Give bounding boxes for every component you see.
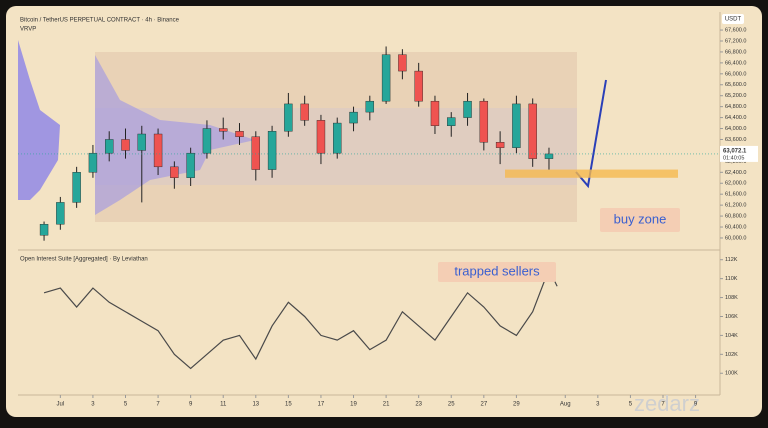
- oi-title: Open Interest Suite [Aggregated] · By Le…: [20, 257, 148, 263]
- candle-body: [544, 153, 554, 159]
- candle-body: [414, 70, 423, 102]
- x-tick-label: 23: [415, 402, 422, 408]
- volume-profile-left: [18, 40, 60, 200]
- y-tick-label: 60,400.0: [725, 224, 746, 230]
- y-tick-label: 102K: [725, 352, 738, 358]
- candle-body: [105, 139, 114, 154]
- currency-badge: [722, 14, 744, 24]
- x-tick-label: Aug: [560, 402, 571, 408]
- indicator-label: VRVP: [20, 27, 36, 33]
- buy-zone-box: [600, 208, 680, 232]
- candle-body: [121, 139, 130, 151]
- y-tick-label: 62,400.0: [725, 170, 746, 176]
- candle-body: [170, 166, 179, 178]
- candle-body: [365, 100, 375, 113]
- y-tick-label: 104K: [725, 333, 738, 339]
- candle-body: [463, 100, 472, 118]
- countdown: 01:40:05: [723, 155, 744, 161]
- x-tick-label: 19: [350, 402, 357, 408]
- x-tick-label: 17: [318, 402, 325, 408]
- x-tick-label: 5: [629, 402, 633, 408]
- y-tick-label: 64,400.0: [725, 115, 746, 121]
- candle-body: [137, 133, 146, 151]
- y-tick-label: 100K: [725, 371, 738, 377]
- candle-body: [528, 103, 537, 159]
- x-tick-label: 9: [694, 402, 698, 408]
- annotation: trapped sellers: [454, 263, 540, 278]
- y-tick-label: 61,200.0: [725, 203, 746, 209]
- candle-body: [219, 128, 228, 132]
- x-tick-label: 7: [156, 402, 160, 408]
- buy-zone: [505, 169, 678, 178]
- x-tick-label: 9: [189, 402, 193, 408]
- candle-body: [381, 54, 391, 102]
- candle-body: [202, 128, 212, 154]
- candle-body: [398, 54, 407, 72]
- candle-body: [447, 117, 456, 126]
- y-tick-label: 63,600.0: [725, 137, 746, 143]
- x-tick-label: Jul: [57, 402, 65, 408]
- y-tick-label: 64,800.0: [725, 104, 746, 110]
- y-tick-label: 110K: [725, 276, 738, 282]
- last-price-label: 63,072.1: [723, 148, 747, 154]
- x-tick-label: 15: [285, 402, 292, 408]
- x-tick-label: 25: [448, 402, 455, 408]
- x-tick-label: 7: [661, 402, 665, 408]
- buy-zone-label: buy zone: [614, 211, 667, 226]
- x-tick-label: 29: [513, 402, 520, 408]
- x-tick-label: 27: [480, 402, 487, 408]
- x-tick-label: 3: [596, 402, 600, 408]
- y-tick-label: 106K: [725, 314, 738, 320]
- x-tick-label: 11: [220, 402, 227, 408]
- candle-body: [300, 103, 309, 121]
- candle-body: [235, 131, 244, 137]
- chart-title: Bitcoin / TetherUS PERPETUAL CONTRACT · …: [20, 18, 180, 24]
- candle-body: [316, 120, 326, 154]
- candle-body: [153, 133, 163, 168]
- volume-profile: [95, 55, 255, 215]
- last-price-badge: [720, 145, 758, 162]
- candle-body: [495, 142, 505, 148]
- y-tick-label: 66,000.0: [725, 71, 746, 77]
- candle-body: [333, 122, 342, 154]
- y-tick-label: 61,600.0: [725, 192, 746, 198]
- x-tick-label: 13: [252, 402, 259, 408]
- candle-body: [39, 224, 49, 236]
- annotation-box: [438, 262, 556, 282]
- y-tick-label: 60,800.0: [725, 214, 746, 220]
- x-tick-label: 5: [124, 402, 128, 408]
- y-tick-label: 64,000.0: [725, 126, 746, 132]
- candle-body: [267, 131, 277, 170]
- candle-body: [430, 100, 440, 126]
- y-tick-label: 112K: [725, 257, 738, 263]
- y-tick-label: 62,000.0: [725, 181, 746, 187]
- candle-body: [479, 100, 489, 143]
- candle-body: [349, 111, 358, 124]
- y-tick-label: 66,400.0: [725, 60, 746, 66]
- y-tick-label: 67,600.0: [725, 27, 746, 33]
- currency: USDT: [725, 17, 742, 23]
- x-tick-label: 21: [383, 402, 390, 408]
- candle-body: [72, 172, 81, 203]
- y-tick-label: 108K: [725, 295, 738, 301]
- oi-line: [43, 267, 558, 370]
- candle-body: [56, 202, 65, 225]
- y-tick-label: 60,000.0: [725, 235, 746, 241]
- candle-body: [284, 103, 293, 132]
- candle-body: [186, 152, 195, 178]
- candle-body: [251, 136, 261, 170]
- y-tick-label: 65,200.0: [725, 93, 746, 99]
- y-tick-label: 65,600.0: [725, 82, 746, 88]
- y-tick-label: 66,800.0: [725, 49, 746, 55]
- candle-body: [512, 103, 521, 148]
- candle-body: [88, 152, 98, 173]
- x-tick-label: 3: [91, 402, 95, 408]
- y-tick-label: 67,200.0: [725, 38, 746, 44]
- watermark: zedarz: [634, 391, 700, 416]
